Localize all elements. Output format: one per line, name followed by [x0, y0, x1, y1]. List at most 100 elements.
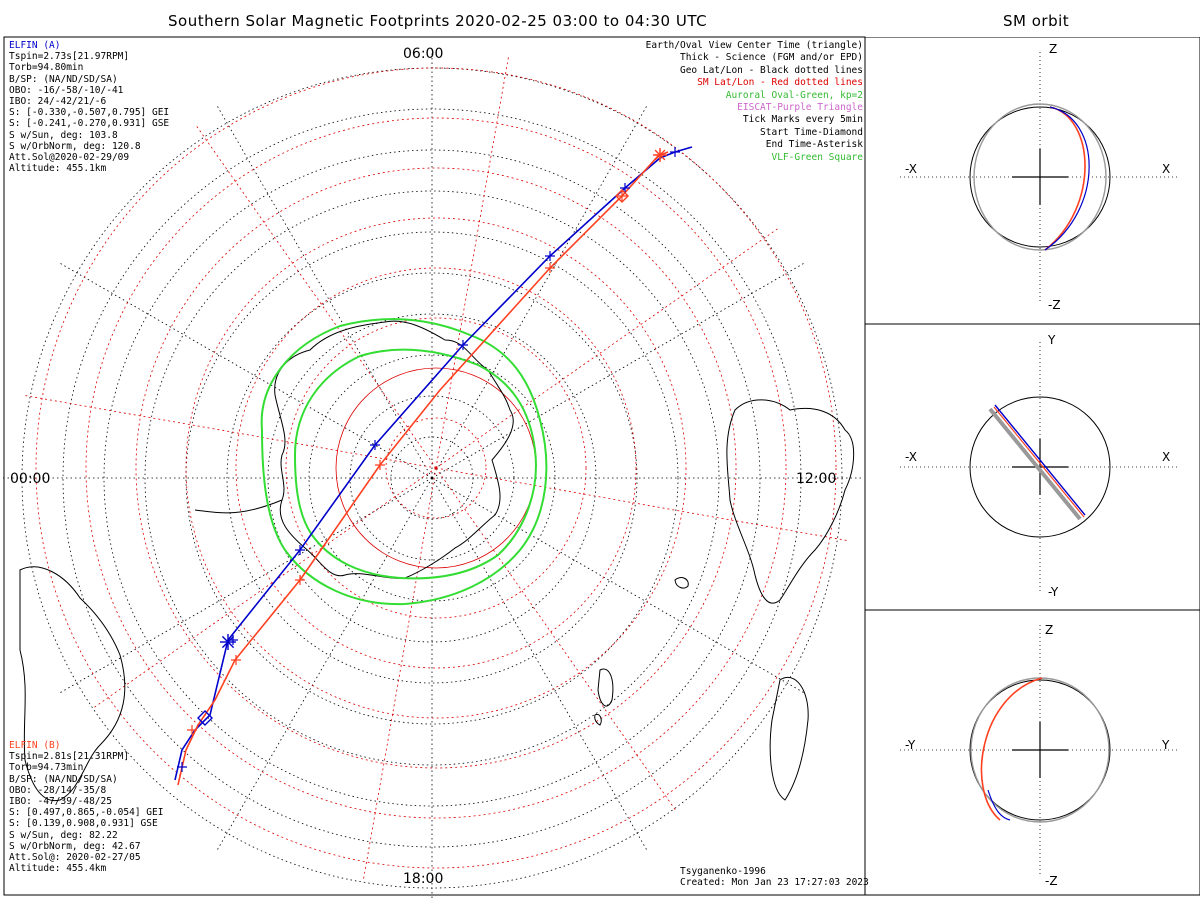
elfin-b-line-3: OBO: -28/14/-35/8	[9, 784, 107, 796]
elfin-b-tick-5	[617, 191, 627, 201]
elfin-a-params: Tspin=2.73s[21.97RPM] Torb=94.80min B/SP: …	[9, 51, 169, 174]
orbit-axis-label-down-2: -Z	[1045, 874, 1058, 888]
elfin-b-line-0: Tspin=2.81s[21.31RPM]	[9, 751, 130, 763]
sm-lat-circle-7	[35, 67, 837, 869]
geo-lon-line-270	[59, 262, 433, 479]
orbit-elfin-b-2	[980, 677, 1043, 821]
elfin-a-line-4: IBO: 24/-42/21/-6	[9, 96, 107, 108]
elfin-b-line-2: B/SP: (NA/ND/SD/SA)	[9, 773, 118, 785]
elfin-a-line-6: S: [-0.241,-0.270,0.931] GSE	[9, 118, 170, 130]
sm-lon-line-225	[194, 123, 437, 469]
earth-circle-0	[969, 106, 1111, 248]
elfin-a-tick-7	[670, 147, 680, 157]
elfin-b-tick-3	[375, 460, 385, 470]
model-name: Tsyganenko-1996	[680, 866, 766, 877]
elfin-b-params: Tspin=2.81s[21.31RPM] Torb=94.73min B/SP: …	[9, 751, 163, 874]
elfin-b-line-5: S: [0.497,0.865,-0.054] GEI	[9, 807, 164, 819]
sm-lon-line-45	[435, 467, 678, 813]
orbit-grey-0	[973, 103, 1107, 251]
sm-lat-circle-4	[185, 217, 687, 719]
elfin-b-tick-2	[295, 575, 305, 585]
sm-lat-circle-0	[385, 417, 487, 519]
orbit-elfin-b-0	[1044, 106, 1086, 251]
legend-entry-1: Thick - Science (FGM and/or EPD)	[679, 52, 863, 64]
orbit-panel-title: SM orbit	[1003, 12, 1070, 30]
legend-entry-4: Auroral Oval-Green, kp=2	[725, 89, 863, 101]
geo-lon-line-120	[431, 477, 648, 851]
orbit-axis-label-up-0: Z	[1049, 42, 1057, 56]
sm-lon-line-180	[22, 394, 437, 469]
created-timestamp: Created: Mon Jan 23 17:27:03 2023	[680, 877, 869, 889]
orbit-panel-frame-yz	[865, 609, 1200, 896]
elfin-a-line-8: S w/OrbNorm, deg: 120.8	[9, 140, 141, 152]
sm-lat-circle-2	[285, 317, 587, 619]
sm-lon-line-0	[435, 467, 850, 542]
antarctic-peninsula-outline	[194, 499, 283, 514]
africa-coastline	[769, 677, 809, 801]
elfin-a-end-asterisk	[220, 634, 236, 650]
orbit-grey-1	[988, 407, 1082, 521]
mlt-label-right: 12:00	[796, 471, 836, 487]
orbit-elfin-a-0	[1044, 106, 1090, 251]
elfin-b-info: ELFIN (B) Tspin=2.81s[21.31RPM] Torb=94.7…	[9, 740, 163, 874]
elfin-a-tick-0	[177, 762, 187, 772]
legend-entry-3: SM Lat/Lon - Red dotted lines	[697, 77, 863, 89]
elfin-a-line-9: Att.Sol@2020-02-29/09	[9, 152, 130, 164]
elfin-a-line-0: Tspin=2.73s[21.97RPM]	[9, 51, 130, 63]
elfin-a-line-1: Torb=94.80min	[9, 62, 84, 74]
sm-lat-circle-6	[85, 117, 787, 819]
elfin-a-tick-6	[620, 183, 630, 193]
geo-lon-line-0	[431, 105, 648, 479]
geo-lon-line-300	[216, 105, 433, 479]
geo-lat-circle-5	[185, 231, 679, 725]
orbit-panel-0: Z -Z -X X	[900, 42, 1180, 312]
orbit-axis-label-right-1: X	[1162, 450, 1170, 464]
elfin-b-line-9: Att.Sol@: 2020-02-27/05	[9, 852, 141, 864]
orbit-panel-frame-xz	[865, 37, 1200, 325]
mlt-label-bottom: 18:00	[403, 871, 443, 887]
auroral-oval-inner	[293, 348, 537, 580]
geo-lon-line-180	[216, 477, 433, 851]
elfin-b-line-8: S w/OrbNorm, deg: 42.67	[9, 840, 141, 852]
orbit-panel-2: Z -Z -Y Y	[900, 623, 1180, 888]
elfin-b-tick-4	[545, 263, 555, 273]
sm-lon-line-270	[435, 54, 510, 469]
legend-entry-5: EISCAT-Purple Triangle	[737, 102, 863, 114]
elfin-b-name: ELFIN (B)	[9, 740, 61, 751]
elfin-a-tick-2	[295, 545, 305, 555]
footer: Tsyganenko-1996 Created: Mon Jan 23 17:2…	[680, 866, 869, 888]
orbit-axis-label-right-0: X	[1162, 162, 1170, 176]
kerguelen-islands	[674, 577, 689, 589]
elfin-b-line-4: IBO: -47/39/-48/25	[9, 796, 112, 808]
orbit-elfin-b-1	[993, 406, 1085, 518]
geo-lon-line-210	[59, 477, 433, 694]
elfin-a-start-diamond	[197, 710, 213, 726]
geo-lat-circle-4	[226, 272, 638, 684]
elfin-b-tick-1	[231, 655, 241, 665]
geo-latlon-grid	[2, 48, 862, 900]
elfin-a-info: ELFIN (A) Tspin=2.73s[21.97RPM] Torb=94.8…	[9, 40, 169, 174]
sm-orbit-panels: Z -Z -X X Y -Y -X X Z -Z -Y Y	[865, 37, 1200, 896]
elfin-a-line-2: B/SP: (NA/ND/SD/SA)	[9, 73, 118, 85]
orbit-elfin-a-2	[987, 789, 1011, 821]
elfin-b-line-7: S w/Sun, deg: 82.22	[9, 829, 118, 841]
legend-entry-6: Tick Marks every 5min	[742, 114, 863, 126]
antarctica-coastline	[274, 320, 514, 579]
mlt-time-labels: 06:00 00:00 12:00 18:00	[10, 46, 836, 887]
orbit-axis-label-up-2: Z	[1045, 623, 1053, 637]
elfin-b-line-6: S: [0.139,0.908,0.931] GSE	[9, 818, 158, 830]
sm-lon-line-90	[362, 467, 437, 882]
legend-entry-2: Geo Lat/Lon - Black dotted lines	[679, 64, 863, 76]
sm-lat-circle-5	[135, 167, 737, 769]
orbit-axis-label-down-0: -Z	[1048, 298, 1061, 312]
auroral-oval-outer	[260, 318, 548, 606]
orbit-elfin-a-1	[994, 404, 1086, 516]
elfin-a-tick-5	[545, 251, 555, 261]
plot-title: Southern Solar Magnetic Footprints 2020-…	[168, 12, 708, 30]
elfin-a-line-3: OBO: -16/-58/-10/-41	[9, 84, 124, 96]
elfin-b-line-10: Altitude: 455.4km	[9, 863, 107, 875]
elfin-a-tick-3	[370, 440, 380, 450]
geo-lat-circle-6	[144, 190, 720, 766]
